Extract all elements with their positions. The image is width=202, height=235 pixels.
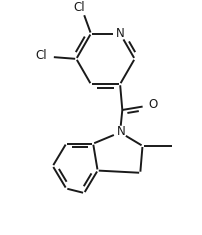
Text: Cl: Cl <box>36 49 47 62</box>
Text: N: N <box>116 27 124 40</box>
Text: Cl: Cl <box>74 1 85 14</box>
Text: N: N <box>117 125 126 138</box>
Text: O: O <box>148 98 157 111</box>
